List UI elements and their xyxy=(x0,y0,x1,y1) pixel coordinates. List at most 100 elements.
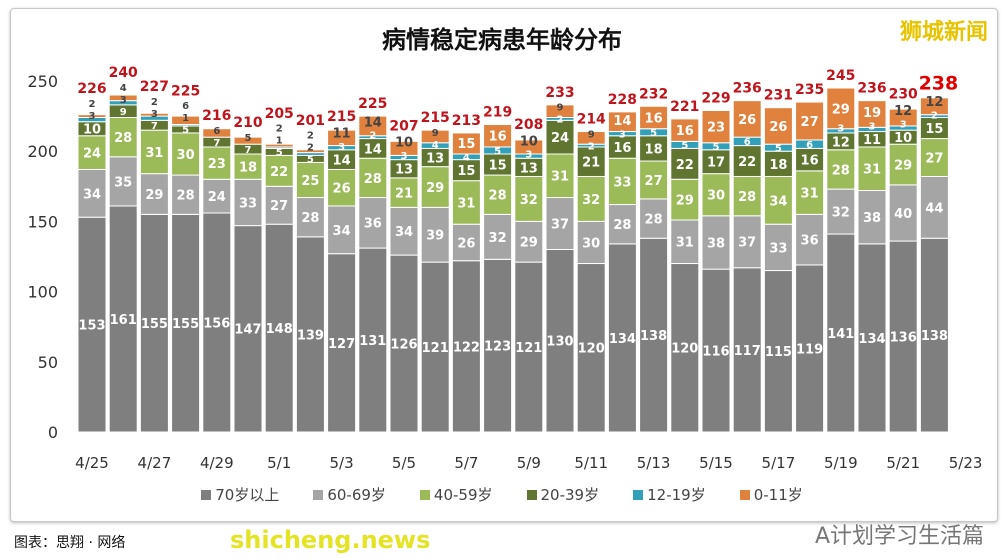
segment-label: 9 xyxy=(588,129,595,140)
segment-label: 15 xyxy=(925,122,943,137)
bar-segment xyxy=(483,174,513,215)
total-label: 230 xyxy=(889,87,918,103)
bar-segment xyxy=(358,115,388,137)
segment-label: 15 xyxy=(489,158,507,173)
bar-segment xyxy=(795,213,825,266)
segment-label: 36 xyxy=(364,217,382,232)
bar-segment xyxy=(607,111,637,133)
total-label: 235 xyxy=(795,82,824,98)
segment-label: 29 xyxy=(145,188,163,203)
bar-segment xyxy=(919,175,949,239)
segment-label: 5 xyxy=(681,141,688,152)
bar-segment xyxy=(295,149,325,154)
bar-segment xyxy=(857,146,887,192)
segment-label: 31 xyxy=(801,187,819,202)
x-tick-label: 5/19 xyxy=(824,454,858,472)
segment-label: 2 xyxy=(89,99,96,110)
total-label: 233 xyxy=(545,85,574,101)
segment-label: 14 xyxy=(333,154,351,169)
bar-segment xyxy=(389,177,419,208)
segment-label: 13 xyxy=(426,151,444,166)
segment-label: 22 xyxy=(738,155,756,170)
segment-label: 28 xyxy=(489,189,507,204)
segment-label: 18 xyxy=(769,158,787,173)
segment-label: 38 xyxy=(863,211,881,226)
segment-label: 12 xyxy=(925,95,943,110)
bar-segment xyxy=(919,97,949,116)
y-tick-label: 200 xyxy=(27,142,58,161)
bar-segment xyxy=(358,247,388,433)
segment-label: 16 xyxy=(489,130,507,145)
bar-segment xyxy=(732,215,762,269)
segment-label: 34 xyxy=(395,225,413,240)
segment-label: 27 xyxy=(801,115,819,130)
segment-label: 138 xyxy=(640,329,667,344)
brand-logo: 狮城新闻 xyxy=(899,20,988,45)
bar-segment xyxy=(888,184,918,242)
segment-label: 134 xyxy=(609,332,636,347)
bar-segment xyxy=(670,178,700,221)
segment-label: 31 xyxy=(457,196,475,211)
segment-label: 36 xyxy=(801,234,819,249)
segment-label: 3 xyxy=(89,111,96,122)
y-tick-label: 250 xyxy=(27,72,58,91)
segment-label: 28 xyxy=(645,213,663,228)
segment-label: 10 xyxy=(520,134,538,149)
segment-label: 26 xyxy=(333,182,351,197)
segment-label: 7 xyxy=(151,121,158,132)
segment-label: 3 xyxy=(900,119,907,130)
segment-label: 4 xyxy=(432,140,439,151)
segment-label: 123 xyxy=(484,340,511,355)
segment-label: 25 xyxy=(301,174,319,189)
segment-label: 6 xyxy=(213,126,220,137)
segment-label: 44 xyxy=(925,201,943,216)
bar-segment xyxy=(545,197,575,250)
bar-segment xyxy=(233,178,263,227)
total-label: 236 xyxy=(733,81,762,97)
total-label: 201 xyxy=(296,113,325,129)
x-tick-label: 4/29 xyxy=(200,454,234,472)
x-tick-label: 5/1 xyxy=(267,454,291,472)
segment-label: 126 xyxy=(390,337,417,352)
x-tick-label: 5/5 xyxy=(392,454,416,472)
bar-segment xyxy=(233,136,263,145)
segment-label: 28 xyxy=(832,163,850,178)
bar-segment xyxy=(639,237,669,433)
segment-label: 31 xyxy=(145,146,163,161)
total-label: 219 xyxy=(483,105,512,121)
segment-label: 26 xyxy=(738,113,756,128)
y-tick-label: 0 xyxy=(48,423,58,442)
legend-swatch xyxy=(739,489,750,500)
segment-label: 28 xyxy=(177,189,195,204)
segment-label: 32 xyxy=(520,193,538,208)
segment-label: 32 xyxy=(582,193,600,208)
bar-segment xyxy=(264,154,294,187)
segment-label: 9 xyxy=(120,107,127,118)
segment-label: 28 xyxy=(738,190,756,205)
segment-label: 139 xyxy=(297,328,324,343)
segment-label: 34 xyxy=(83,187,101,202)
total-label: 226 xyxy=(77,81,106,97)
segment-label: 31 xyxy=(863,163,881,178)
bar-segment xyxy=(670,263,700,433)
site-watermark: shicheng.news xyxy=(230,526,431,554)
segment-label: 28 xyxy=(364,172,382,187)
segment-label: 5 xyxy=(494,146,501,157)
bar-segment xyxy=(171,132,201,176)
segment-label: 39 xyxy=(426,229,444,244)
bar-segment xyxy=(389,140,419,156)
segment-label: 119 xyxy=(796,342,823,357)
segment-label: 38 xyxy=(707,236,725,251)
segment-label: 1 xyxy=(276,136,283,147)
segment-label: 7 xyxy=(213,138,220,149)
segment-label: 26 xyxy=(769,120,787,135)
legend-label: 40-59岁 xyxy=(433,486,493,504)
bar-segment xyxy=(389,254,419,433)
segment-label: 27 xyxy=(270,199,288,214)
chart-title: 病情稳定病患年龄分布 xyxy=(382,26,622,54)
bar-segment xyxy=(826,149,856,190)
bar-segment xyxy=(607,243,637,433)
segment-label: 16 xyxy=(645,111,663,126)
segment-label: 35 xyxy=(114,175,132,190)
segment-label: 121 xyxy=(422,341,449,356)
